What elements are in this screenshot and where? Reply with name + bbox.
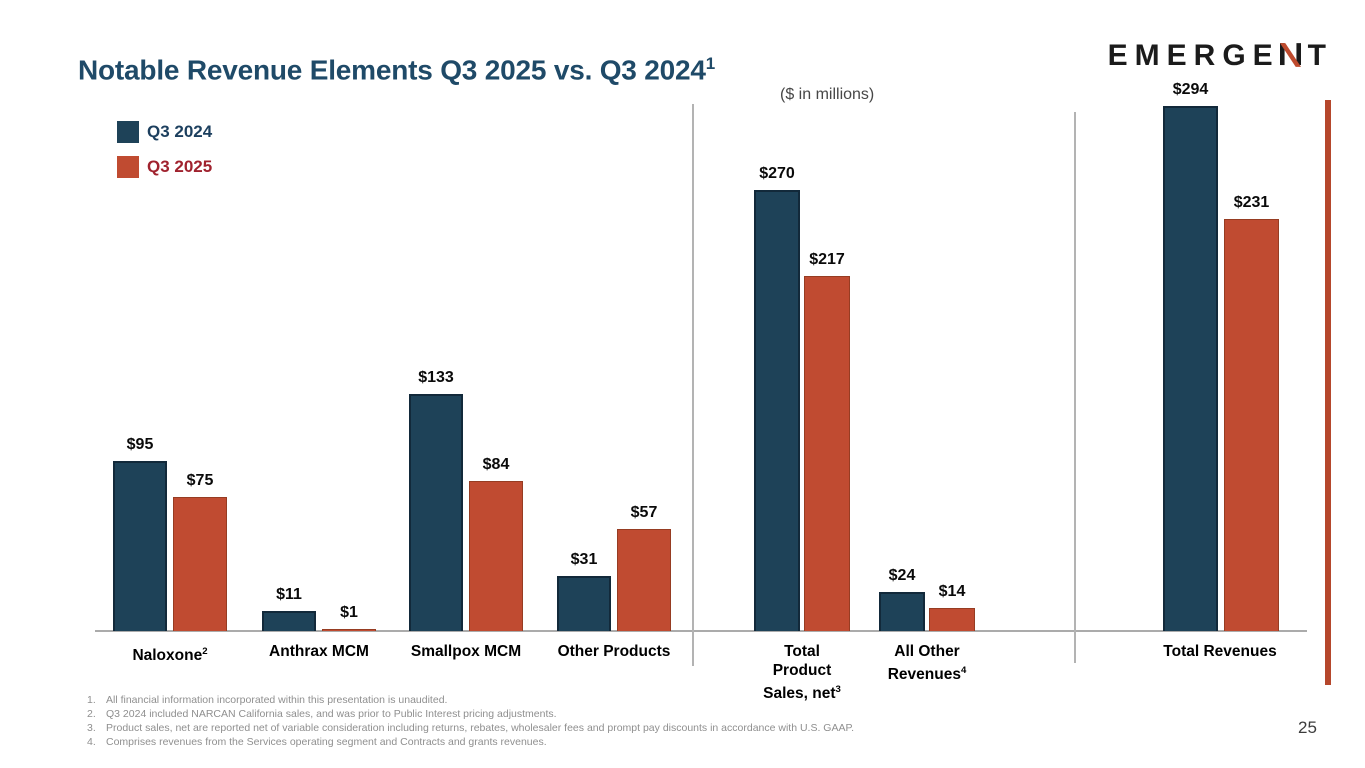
bar-q3-2025-other-products bbox=[617, 529, 671, 631]
logo-text-after-n: T bbox=[1307, 39, 1333, 72]
legend-item-q3-2025: Q3 2025 bbox=[117, 156, 212, 178]
footnote-number: 1. bbox=[87, 694, 96, 706]
legend-label-q3-2025: Q3 2025 bbox=[147, 157, 213, 176]
bar-value-label-q3-2025-all-other-revenues: $14 bbox=[938, 583, 966, 600]
category-label-total-revenues: Total Revenues bbox=[1145, 642, 1295, 661]
page-title: Notable Revenue Elements Q3 2025 vs. Q3 … bbox=[78, 54, 715, 86]
bar-q3-2025-all-other-revenues bbox=[929, 608, 975, 631]
bar-value-label-q3-2025-other-products: $57 bbox=[630, 504, 658, 521]
footnote-4: 4. Comprises revenues from the Services o… bbox=[87, 735, 854, 749]
category-footnote-ref: 2 bbox=[202, 646, 208, 657]
bar-q3-2024-smallpox-mcm bbox=[409, 394, 463, 631]
panel-divider-2 bbox=[1074, 112, 1076, 663]
bar-value-label-q3-2024-smallpox-mcm: $133 bbox=[418, 369, 454, 386]
x-axis-line bbox=[95, 630, 1307, 632]
bar-q3-2025-anthrax-mcm bbox=[322, 629, 376, 631]
page-title-text: Notable Revenue Elements Q3 2025 vs. Q3 … bbox=[78, 54, 706, 86]
bar-value-label-q3-2024-anthrax-mcm: $11 bbox=[276, 586, 302, 603]
bar-q3-2024-total-revenues bbox=[1163, 106, 1218, 631]
bar-q3-2025-naloxone bbox=[173, 497, 227, 631]
bar-value-label-q3-2025-anthrax-mcm: $1 bbox=[340, 604, 358, 621]
category-label-anthrax-mcm: Anthrax MCM bbox=[244, 642, 394, 661]
bar-value-label-q3-2024-all-other-revenues: $24 bbox=[888, 567, 916, 584]
footnotes: 1. All financial information incorporated… bbox=[87, 693, 854, 749]
category-label-line: Total Revenues bbox=[1163, 643, 1277, 660]
category-label-other-products: Other Products bbox=[539, 642, 689, 661]
bar-q3-2024-naloxone bbox=[113, 461, 167, 631]
bar-q3-2024-all-other-revenues bbox=[879, 592, 925, 631]
bar-q3-2024-anthrax-mcm bbox=[262, 611, 316, 631]
category-label-line: Smallpox MCM bbox=[410, 643, 522, 660]
right-accent-bar bbox=[1325, 100, 1331, 685]
category-label-line: Anthrax MCM bbox=[269, 643, 369, 660]
footnote-text: All financial information incorporated w… bbox=[106, 694, 448, 706]
bar-q3-2024-other-products bbox=[557, 576, 611, 631]
category-label-line: All Other bbox=[894, 643, 960, 660]
bar-value-label-q3-2024-naloxone: $95 bbox=[126, 436, 154, 453]
category-label-line: Sales, net3 bbox=[763, 684, 841, 703]
category-label-smallpox-mcm: Smallpox MCM bbox=[391, 642, 541, 661]
bar-value-label-q3-2025-total-product-sales-net: $217 bbox=[809, 251, 845, 268]
bar-value-label-q3-2024-other-products: $31 bbox=[570, 551, 598, 568]
chart-units-label: ($ in millions) bbox=[780, 86, 875, 103]
footnote-text: Q3 2024 included NARCAN California sales… bbox=[106, 708, 557, 720]
bar-q3-2024-total-product-sales-net bbox=[754, 190, 800, 631]
category-footnote-ref: 3 bbox=[835, 684, 841, 695]
legend-label-q3-2024: Q3 2024 bbox=[147, 122, 213, 141]
bar-q3-2025-total-revenues bbox=[1224, 219, 1279, 631]
footnote-2: 2. Q3 2024 included NARCAN California sal… bbox=[87, 707, 854, 721]
footnote-text: Product sales, net are reported net of v… bbox=[106, 722, 855, 734]
category-label-line: Naloxone2 bbox=[132, 646, 208, 665]
emergent-logo: EMERGE T bbox=[1108, 41, 1333, 71]
footnote-text: Comprises revenues from the Services ope… bbox=[106, 736, 547, 748]
category-label-line: Revenues4 bbox=[887, 665, 967, 684]
bar-value-label-q3-2025-total-revenues: $231 bbox=[1233, 194, 1270, 211]
footnote-number: 2. bbox=[87, 708, 96, 720]
bar-value-label-q3-2025-naloxone: $75 bbox=[186, 472, 214, 489]
category-label-line: Total bbox=[784, 643, 820, 660]
bar-value-label-q3-2025-smallpox-mcm: $84 bbox=[482, 456, 510, 473]
category-label-all-other-revenues: All Other Revenues4 bbox=[852, 642, 1002, 684]
category-label-total-product-sales-net: Total Product Sales, net3 bbox=[727, 642, 877, 703]
logo-n-icon bbox=[1279, 43, 1301, 67]
legend-swatch-q3-2025 bbox=[117, 156, 139, 178]
panel-divider-1 bbox=[692, 104, 694, 666]
logo-text-before-n: EMERGE bbox=[1107, 39, 1280, 72]
category-label-naloxone: Naloxone2 bbox=[95, 642, 245, 665]
category-footnote-ref: 4 bbox=[960, 665, 967, 676]
footnote-1: 1. All financial information incorporated… bbox=[87, 693, 854, 707]
bar-q3-2025-smallpox-mcm bbox=[469, 481, 523, 631]
bar-value-label-q3-2024-total-revenues: $294 bbox=[1172, 81, 1209, 98]
footnote-number: 4. bbox=[87, 736, 96, 748]
page-number: 25 bbox=[1298, 718, 1317, 737]
bar-value-label-q3-2024-total-product-sales-net: $270 bbox=[759, 165, 795, 182]
category-label-line: Other Products bbox=[557, 643, 671, 660]
footnote-number: 3. bbox=[87, 722, 96, 734]
category-label-line: Product bbox=[772, 662, 832, 679]
title-footnote-ref: 1 bbox=[705, 54, 716, 73]
legend-swatch-q3-2024 bbox=[117, 121, 139, 143]
legend-item-q3-2024: Q3 2024 bbox=[117, 121, 212, 143]
footnote-3: 3. Product sales, net are reported net of… bbox=[87, 721, 854, 735]
bar-q3-2025-total-product-sales-net bbox=[804, 276, 850, 631]
